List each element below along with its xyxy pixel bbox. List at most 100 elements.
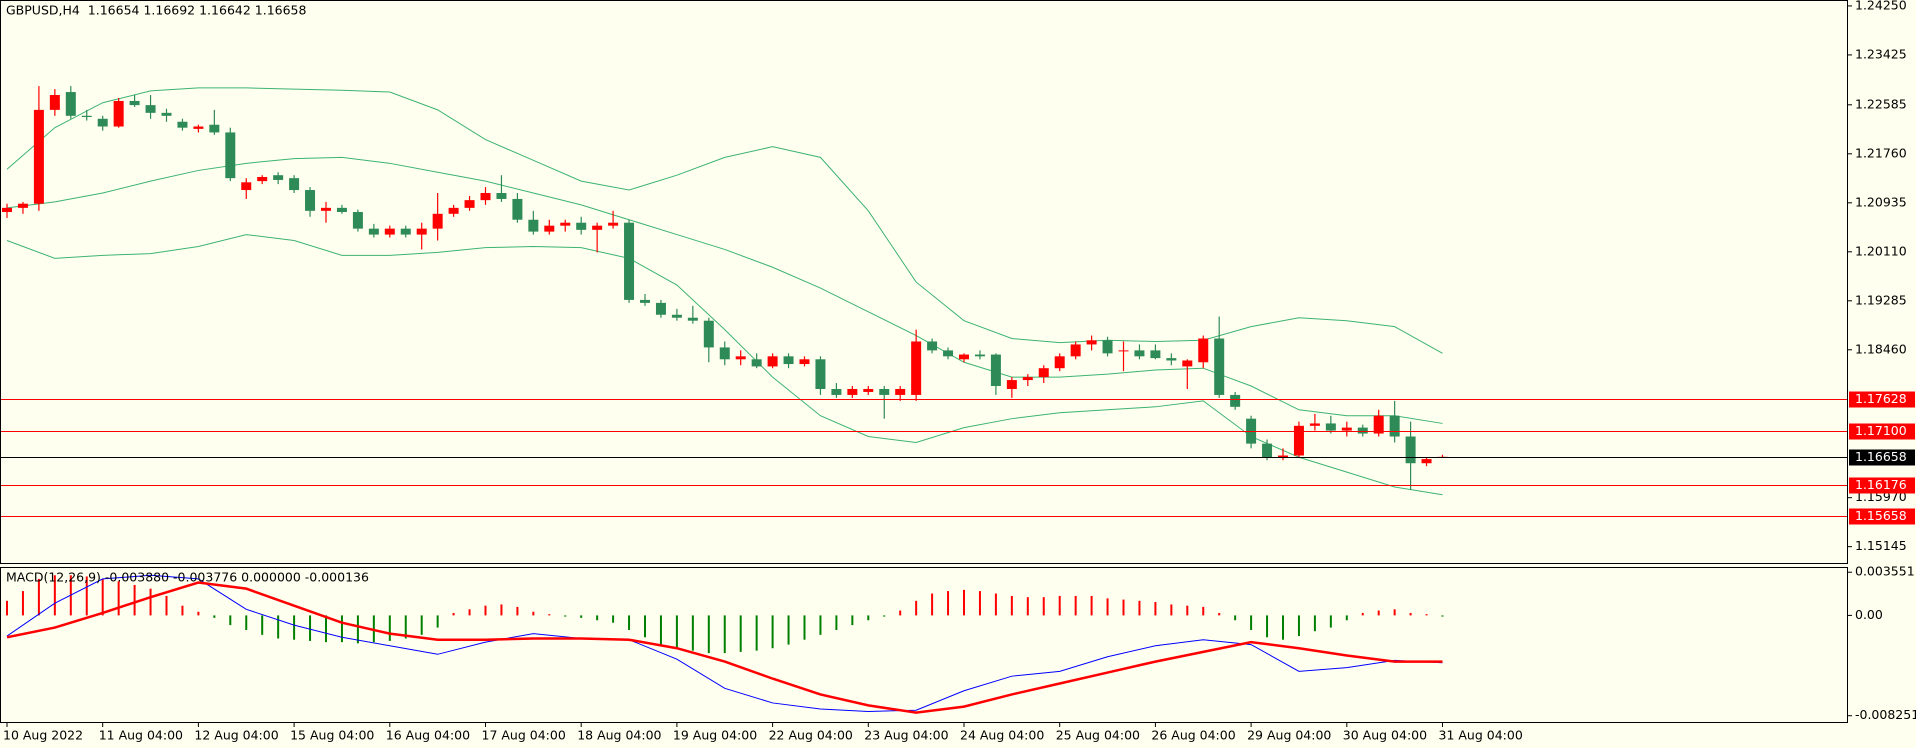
y-tick-label: 1.15145 — [1855, 538, 1907, 553]
x-tick-label: 29 Aug 04:00 — [1247, 728, 1331, 743]
candle-body — [1293, 425, 1304, 456]
histogram-bar — [149, 588, 152, 616]
x-tick-label: 25 Aug 04:00 — [1056, 728, 1140, 743]
x-tick-label: 22 Aug 04:00 — [769, 728, 853, 743]
candle-body — [336, 207, 347, 213]
candle-body — [33, 109, 44, 204]
histogram-bar — [612, 615, 615, 623]
chart-header: GBPUSD,H4 1.16654 1.16692 1.16642 1.1665… — [6, 3, 307, 18]
histogram-bar — [21, 591, 24, 616]
price-label: 1.16658 — [1855, 449, 1907, 464]
candle-body — [113, 100, 124, 127]
candle-body — [1134, 350, 1145, 357]
candle-body — [895, 388, 906, 395]
candle-body — [1054, 356, 1065, 369]
candle-body — [783, 356, 794, 365]
histogram-bar — [117, 581, 120, 616]
candle-body — [209, 124, 220, 133]
histogram-bar — [978, 591, 981, 616]
histogram-bar — [1282, 615, 1284, 640]
histogram-bar — [1266, 615, 1269, 638]
candle-body — [1325, 423, 1336, 431]
candle-body — [81, 115, 92, 117]
histogram-bar — [548, 614, 551, 616]
macd-header: MACD(12,26,9) -0.003880 -0.003776 0.0000… — [6, 570, 369, 585]
candle-body — [1389, 415, 1400, 437]
histogram-bar — [707, 615, 710, 654]
candle-body — [448, 207, 459, 214]
histogram-bar — [1026, 597, 1029, 616]
candle-body — [289, 178, 300, 191]
histogram-bar — [1297, 615, 1300, 637]
candle-body — [592, 225, 603, 230]
histogram-bar — [739, 615, 742, 652]
candle-body — [464, 200, 475, 208]
histogram-bar — [1345, 615, 1348, 621]
candle-body — [257, 176, 268, 182]
histogram-bar — [1042, 597, 1045, 616]
histogram-bar — [37, 578, 40, 616]
y-tick-label: 1.20935 — [1855, 194, 1907, 209]
indicator-line — [6, 574, 1443, 712]
price-label-box — [1849, 423, 1915, 440]
candle-body — [767, 356, 778, 367]
candle-body — [145, 105, 156, 113]
x-tick-label: 19 Aug 04:00 — [673, 728, 757, 743]
histogram-bar — [803, 615, 806, 640]
histogram-bar — [468, 609, 471, 616]
histogram-bar — [1074, 595, 1077, 616]
histogram-bar — [580, 615, 583, 618]
histogram-bar — [1090, 595, 1093, 616]
x-tick-label: 23 Aug 04:00 — [864, 728, 948, 743]
histogram-bar — [133, 584, 136, 616]
histogram-bar — [245, 615, 248, 630]
candle-body — [225, 132, 236, 179]
candle-body — [1198, 338, 1209, 363]
y-tick-label: 1.22585 — [1855, 96, 1907, 111]
x-tick-label: 31 Aug 04:00 — [1439, 728, 1523, 743]
histogram-bar — [53, 575, 56, 616]
histogram-bar — [165, 595, 168, 616]
histogram-bar — [1313, 615, 1316, 632]
candle-body — [990, 354, 1001, 387]
price-label-box — [1849, 391, 1915, 408]
candle-body — [97, 118, 108, 127]
candle-body — [1070, 344, 1081, 357]
histogram-bar — [388, 615, 391, 641]
candle-body — [1166, 358, 1177, 361]
candle-body — [831, 388, 842, 395]
histogram-bar — [356, 615, 359, 644]
indicator-line — [6, 581, 1443, 714]
histogram-bar — [1409, 612, 1412, 616]
main-panel-frame — [0, 0, 1848, 564]
histogram-bar — [436, 615, 439, 628]
candle-body — [273, 175, 284, 180]
histogram-bar — [229, 615, 232, 626]
candle-body — [1341, 427, 1352, 431]
x-tick-label: 17 Aug 04:00 — [482, 728, 566, 743]
histogram-bar — [6, 600, 8, 616]
histogram-bar — [851, 615, 854, 626]
x-tick-label: 30 Aug 04:00 — [1343, 728, 1427, 743]
candle-body — [400, 228, 411, 235]
histogram-bar — [1122, 599, 1125, 616]
histogram-bar — [516, 606, 519, 616]
histogram-bar — [915, 600, 918, 616]
histogram-bar — [1361, 612, 1364, 616]
histogram-bar — [628, 615, 631, 630]
candle-body — [799, 359, 810, 365]
histogram-bar — [85, 576, 88, 616]
histogram-bar — [213, 615, 216, 618]
y-tick-label: 1.21760 — [1855, 145, 1907, 160]
candle-body — [305, 190, 316, 211]
candle-body — [512, 198, 523, 220]
candle-body — [193, 126, 204, 129]
histogram-bar — [452, 612, 455, 616]
candle-body — [735, 356, 746, 360]
histogram-bar — [819, 615, 822, 635]
y-tick-label: 1.18460 — [1855, 341, 1907, 356]
x-tick-label: 16 Aug 04:00 — [386, 728, 470, 743]
histogram-bar — [1329, 615, 1332, 628]
macd-panel-frame — [0, 567, 1848, 723]
